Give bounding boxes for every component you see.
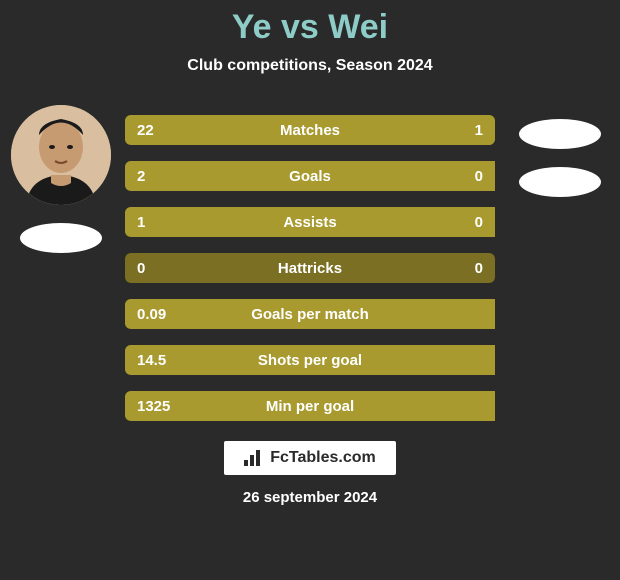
player-left-avatar [11,105,111,205]
stat-label: Hattricks [197,260,423,277]
stat-value-left: 0.09 [137,306,197,323]
brand-text: FcTables.com [270,449,376,467]
brand-box: FcTables.com [224,441,396,475]
stat-value-left: 2 [137,168,197,185]
comparison-card: Ye vs Wei Club competitions, Season 2024… [0,0,620,580]
stat-label: Shots per goal [197,352,423,369]
page-title: Ye vs Wei [0,8,620,47]
stat-row: 22Matches1 [125,115,495,145]
stat-label: Min per goal [197,398,423,415]
stats-column: 22Matches12Goals01Assists00Hattricks00.0… [125,105,495,421]
stat-value-left: 0 [137,260,197,277]
stat-row: 1325Min per goal [125,391,495,421]
stat-row: 14.5Shots per goal [125,345,495,375]
stat-value-right: 1 [423,122,483,139]
subtitle: Club competitions, Season 2024 [0,57,620,75]
stat-row: 2Goals0 [125,161,495,191]
stat-label: Goals per match [197,306,423,323]
player-left-club-badge [20,223,102,253]
stat-value-right: 0 [423,260,483,277]
body-area: 22Matches12Goals01Assists00Hattricks00.0… [0,105,620,421]
player-right-club-badge-2 [519,167,601,197]
brand-bars-icon [244,450,264,466]
stat-value-left: 1325 [137,398,197,415]
stat-value-left: 1 [137,214,197,231]
stat-value-left: 22 [137,122,197,139]
player-left-column [8,105,113,253]
stat-value-right: 0 [423,214,483,231]
stat-label: Assists [197,214,423,231]
player-right-column [507,105,612,197]
stat-row: 0.09Goals per match [125,299,495,329]
stat-row: 0Hattricks0 [125,253,495,283]
player-right-club-badge-1 [519,119,601,149]
date-text: 26 september 2024 [243,489,377,506]
stat-label: Goals [197,168,423,185]
avatar-placeholder-icon [11,105,111,205]
stat-value-left: 14.5 [137,352,197,369]
stat-value-right: 0 [423,168,483,185]
stat-label: Matches [197,122,423,139]
stat-row: 1Assists0 [125,207,495,237]
footer: FcTables.com 26 september 2024 [0,441,620,506]
